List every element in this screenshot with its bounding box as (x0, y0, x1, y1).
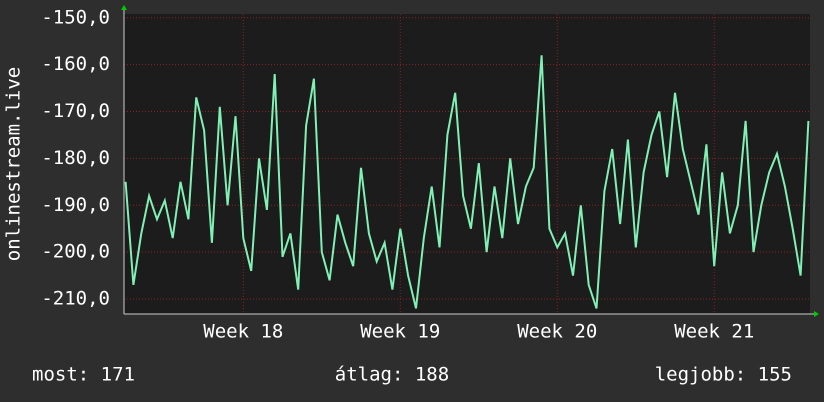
data-line (124, 55, 810, 309)
y-tick-label: -160,0 (41, 53, 110, 75)
y-tick-label: -190,0 (41, 194, 110, 216)
y-tick-label: -170,0 (41, 100, 110, 122)
footer-average: átlag: 188 (335, 364, 449, 386)
axis-arrow (121, 5, 127, 10)
footer-current: most: 171 (32, 364, 135, 386)
x-tick-label: Week 18 (203, 321, 283, 343)
y-tick-label: -210,0 (41, 288, 110, 310)
y-axis-label: onlinestream.live (3, 67, 25, 261)
footer-best: legjobb: 155 (655, 364, 792, 386)
y-tick-label: -200,0 (41, 241, 110, 263)
x-tick-label: Week 19 (360, 321, 440, 343)
x-tick-label: Week 20 (517, 321, 597, 343)
axis-arrow (814, 311, 819, 317)
y-tick-label: -180,0 (41, 147, 110, 169)
y-tick-label: -150,0 (41, 6, 110, 28)
x-tick-label: Week 21 (674, 321, 754, 343)
